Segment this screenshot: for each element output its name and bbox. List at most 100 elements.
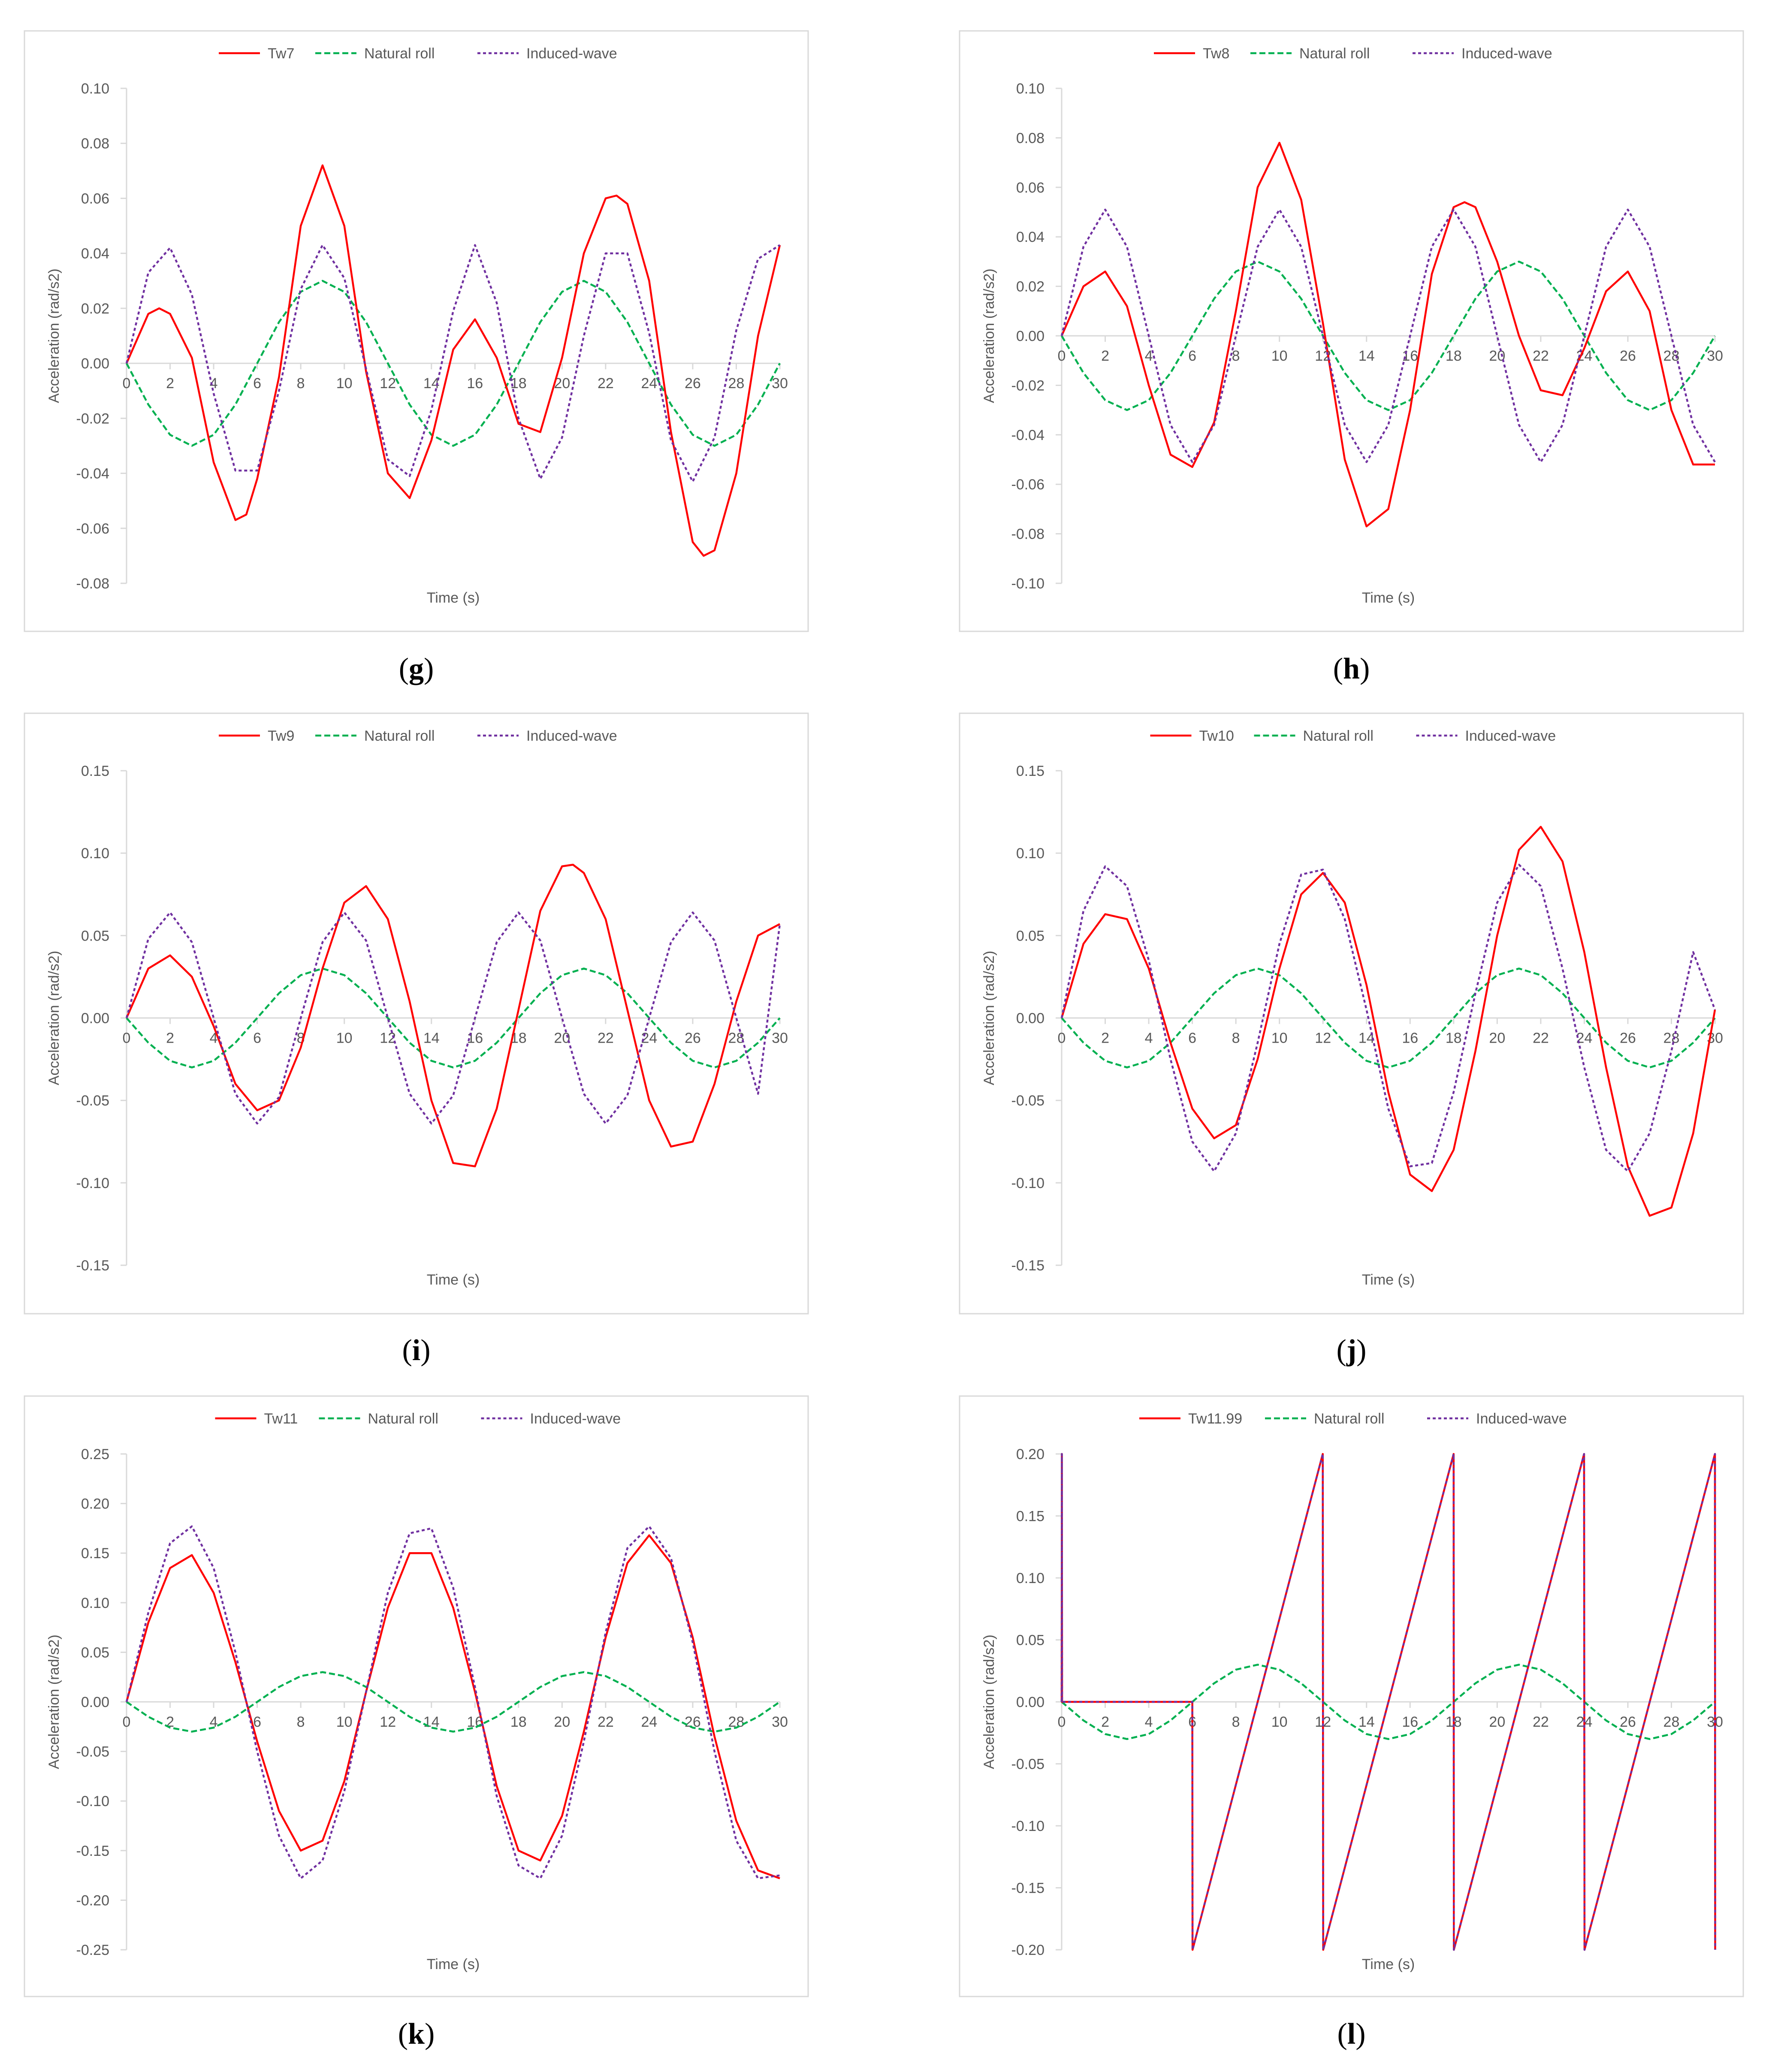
y-tick-label: -0.15 — [76, 1843, 110, 1859]
series-line-tw7 — [125, 164, 781, 557]
y-tick-label: 0.15 — [1016, 763, 1045, 779]
x-tick-label: 28 — [728, 1030, 745, 1047]
x-axis-title: Time (s) — [1362, 590, 1415, 606]
series-line-tw11 — [125, 1534, 780, 1879]
chart-panel-j: -0.15-0.10-0.050.000.050.100.150 2 4 6 8 10 12… — [959, 712, 1744, 1315]
y-tick-label: 0.10 — [1016, 81, 1045, 97]
x-tick-label: 8 — [297, 1714, 305, 1730]
x-tick-label: 4 — [210, 1714, 218, 1730]
chart-frame — [959, 712, 1744, 1315]
x-tick-label: 20 — [554, 1030, 570, 1047]
x-tick-label: 30 — [772, 375, 788, 392]
x-tick-label: 14 — [1358, 1714, 1375, 1730]
panel-caption: (g) — [399, 652, 434, 685]
series-line-natural-roll — [1061, 1664, 1716, 1740]
y-tick-label: 0.05 — [1016, 928, 1045, 944]
y-tick-label: 0.15 — [81, 763, 109, 779]
x-axis-title: Time (s) — [427, 1272, 480, 1288]
y-tick-label: 0.20 — [81, 1496, 109, 1512]
y-tick-label: -0.10 — [76, 1175, 110, 1191]
legend-label: Induced-wave — [1476, 1411, 1567, 1427]
chart-frame — [959, 30, 1744, 632]
x-tick-label: 22 — [1533, 348, 1549, 364]
legend-label: Tw9 — [268, 728, 294, 744]
x-tick-label: 4 — [1145, 348, 1153, 364]
y-tick-label: 0.20 — [1016, 1446, 1045, 1463]
y-tick-label: 0.00 — [81, 356, 109, 372]
y-tick-label: -0.06 — [1011, 477, 1045, 493]
legend-label: Tw11 — [264, 1411, 298, 1427]
y-tick-label: -0.05 — [76, 1744, 110, 1760]
x-tick-label: 30 — [1707, 348, 1723, 364]
y-tick-label: 0.06 — [1016, 180, 1045, 196]
chart-panel-i: -0.15-0.10-0.050.000.050.100.150 2 4 6 8 10 12… — [24, 712, 809, 1315]
x-tick-label: 2 — [166, 375, 174, 392]
x-tick-label: 24 — [641, 1714, 657, 1730]
x-tick-label: 22 — [1533, 1030, 1549, 1047]
x-tick-label: 2 — [1101, 1714, 1109, 1730]
series-line-natural-roll — [126, 1671, 781, 1733]
x-tick-label: 8 — [1232, 1714, 1240, 1730]
legend-item: Natural roll — [1265, 1411, 1384, 1427]
y-tick-label: -0.05 — [1011, 1756, 1045, 1773]
x-tick-label: 28 — [728, 375, 745, 392]
legend-label: Natural roll — [368, 1411, 438, 1427]
x-tick-label: 6 — [253, 1714, 261, 1730]
series-line-induced-wave — [1060, 208, 1716, 463]
y-tick-label: 0.15 — [81, 1545, 109, 1562]
legend-item: Tw9 — [219, 728, 294, 744]
x-tick-label: 12 — [380, 375, 396, 392]
y-tick-label: -0.10 — [1011, 1818, 1045, 1834]
legend-label: Tw11.99 — [1188, 1411, 1242, 1427]
x-tick-label: 0 — [123, 1030, 131, 1047]
x-tick-label: 22 — [1533, 1714, 1549, 1730]
x-axis-title: Time (s) — [427, 1956, 480, 1972]
y-tick-label: 0.10 — [81, 81, 109, 97]
x-tick-label: 22 — [598, 1714, 614, 1730]
y-tick-label: 0.05 — [81, 1644, 109, 1661]
y-axis-title: Acceleration (rad/s2) — [981, 268, 997, 403]
legend-item: Tw7 — [219, 45, 294, 62]
series-line-induced-wave — [1060, 863, 1716, 1173]
x-tick-label: 10 — [1271, 348, 1288, 364]
x-tick-label: 14 — [423, 1714, 440, 1730]
series-line-natural-roll — [1061, 967, 1716, 1069]
series-line-tw9 — [125, 863, 781, 1167]
x-tick-label: 24 — [641, 375, 657, 392]
y-tick-label: 0.00 — [1016, 1694, 1045, 1710]
panel-caption: (h) — [1333, 652, 1370, 685]
x-tick-label: 28 — [1663, 1030, 1680, 1047]
y-tick-label: -0.25 — [76, 1942, 110, 1958]
legend-label: Natural roll — [364, 728, 435, 744]
y-tick-label: 0.10 — [1016, 845, 1045, 862]
legend-item: Tw10 — [1150, 728, 1234, 744]
y-tick-label: -0.08 — [1011, 526, 1045, 543]
y-tick-label: 0.10 — [81, 1595, 109, 1611]
x-tick-label: 16 — [467, 375, 483, 392]
y-tick-label: 0.05 — [81, 928, 109, 944]
legend-item: Tw11 — [215, 1411, 298, 1427]
legend-label: Tw8 — [1203, 45, 1229, 62]
y-tick-label: 0.08 — [1016, 130, 1045, 146]
y-tick-label: 0.10 — [1016, 1570, 1045, 1586]
legend-item: Induced-wave — [477, 45, 617, 62]
y-tick-label: -0.15 — [1011, 1880, 1045, 1897]
chart-panel-g: -0.08 -0.06 -0.04 -0.02 0.00 0.02 0.04 0.06 0.08… — [24, 30, 809, 632]
series-line-tw8 — [1060, 142, 1715, 528]
x-axis-title: Time (s) — [427, 590, 480, 606]
y-tick-label: -0.08 — [76, 576, 110, 592]
y-tick-label: -0.15 — [1011, 1258, 1045, 1274]
x-tick-label: 18 — [510, 375, 527, 392]
x-tick-label: 2 — [1101, 1030, 1109, 1047]
x-tick-label: 26 — [1620, 348, 1636, 364]
x-tick-label: 10 — [336, 1030, 353, 1047]
legend-label: Induced-wave — [526, 45, 617, 62]
y-tick-label: -0.10 — [76, 1793, 110, 1810]
y-tick-label: -0.05 — [1011, 1093, 1045, 1109]
legend-label: Tw7 — [268, 45, 294, 62]
y-tick-label: -0.05 — [76, 1093, 110, 1109]
x-tick-label: 10 — [1271, 1714, 1288, 1730]
panel-caption: (j) — [1337, 1334, 1367, 1367]
x-tick-label: 24 — [1576, 1030, 1592, 1047]
